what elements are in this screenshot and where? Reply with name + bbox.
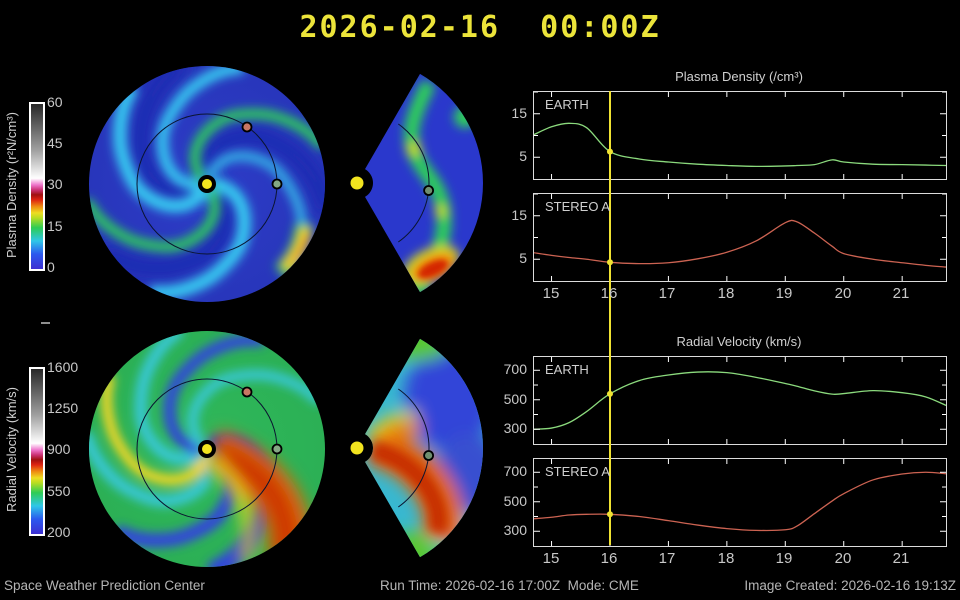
footer-org: Space Weather Prediction Center (4, 578, 205, 593)
y-tick-label: 700 (503, 463, 527, 479)
earth-marker-icon (271, 443, 283, 455)
sun-icon (350, 176, 364, 190)
density-colorbar (29, 102, 45, 271)
density-meridional-map (350, 73, 484, 293)
one-au-arc (398, 388, 430, 508)
density-ecliptic-map (89, 66, 325, 302)
x-tick-label: 18 (717, 285, 735, 302)
panel-label-earth: EARTH (545, 362, 589, 377)
sun-icon (198, 440, 216, 458)
y-tick-label: 15 (511, 105, 527, 121)
y-tick-label: 300 (503, 420, 527, 436)
sun-icon (350, 441, 364, 455)
y-tick-label: 500 (503, 391, 527, 407)
footer-run-time: Run Time: 2026-02-16 17:00Z Mode: CME (380, 578, 639, 593)
velocity-chart-title: Radial Velocity (km/s) (676, 334, 802, 349)
sun-icon (198, 175, 216, 193)
x-tick-label: 17 (658, 285, 676, 302)
velocity-earth-panel (533, 356, 947, 445)
x-tick-label: 20 (834, 285, 852, 302)
velocity-ecliptic-map (89, 331, 325, 567)
density-colorbar-label: Plasma Density (r²N/cm³) (4, 112, 19, 258)
separator-dash (41, 322, 50, 324)
density-colorbar-tick: 60 (47, 94, 63, 110)
x-tick-label: 15 (542, 550, 560, 567)
x-tick-label: 18 (717, 550, 735, 567)
velocity-colorbar (29, 367, 45, 536)
velocity-stereo-panel (533, 458, 947, 547)
stereo-a-marker-icon (241, 121, 253, 133)
x-tick-label: 21 (892, 550, 910, 567)
velocity-colorbar-tick: 200 (47, 524, 71, 540)
y-tick-label: 15 (511, 207, 527, 223)
earth-marker-icon (423, 450, 434, 461)
density-colorbar-tick: 45 (47, 135, 63, 151)
x-tick-label: 20 (834, 550, 852, 567)
velocity-colorbar-tick: 550 (47, 483, 71, 499)
earth-marker-icon (271, 178, 283, 190)
y-tick-label: 700 (503, 361, 527, 377)
stereo-a-marker-icon (241, 386, 253, 398)
footer-image-created: Image Created: 2026-02-16 19:13Z (744, 578, 956, 593)
x-tick-label: 19 (775, 550, 793, 567)
velocity-timeseries-group: Radial Velocity (km/s) EARTH STEREO A 70… (504, 334, 947, 567)
density-colorbar-tick: 15 (47, 218, 63, 234)
velocity-colorbar-tick: 1250 (47, 400, 79, 416)
x-tick-label: 16 (600, 285, 618, 302)
x-tick-label: 17 (658, 550, 676, 567)
timestamp-title: 2026-02-16 00:00Z (299, 10, 661, 45)
density-earth-panel (533, 91, 947, 180)
x-tick-label: 19 (775, 285, 793, 302)
current-time-line (609, 91, 611, 545)
y-tick-label: 5 (519, 148, 527, 164)
density-chart-title: Plasma Density (/cm³) (675, 69, 803, 84)
y-tick-label: 5 (519, 250, 527, 266)
one-au-arc (398, 123, 430, 243)
x-tick-label: 21 (892, 285, 910, 302)
density-timeseries-group: Plasma Density (/cm³) EARTH STEREO A 15 … (511, 69, 947, 302)
panel-label-stereo: STEREO A (545, 464, 611, 479)
density-colorbar-tick: 0 (47, 259, 55, 275)
x-tick-label: 15 (542, 285, 560, 302)
y-tick-label: 500 (503, 493, 527, 509)
velocity-colorbar-tick: 1600 (47, 359, 79, 375)
density-stereo-panel (533, 193, 947, 282)
density-colorbar-tick: 30 (47, 176, 63, 192)
velocity-colorbar-tick: 900 (47, 441, 71, 457)
earth-marker-icon (423, 185, 434, 196)
velocity-colorbar-label: Radial Velocity (km/s) (4, 387, 19, 513)
y-tick-label: 300 (503, 522, 527, 538)
x-tick-label: 16 (600, 550, 618, 567)
panel-label-earth: EARTH (545, 97, 589, 112)
velocity-meridional-map (350, 338, 484, 558)
panel-label-stereo: STEREO A (545, 199, 611, 214)
